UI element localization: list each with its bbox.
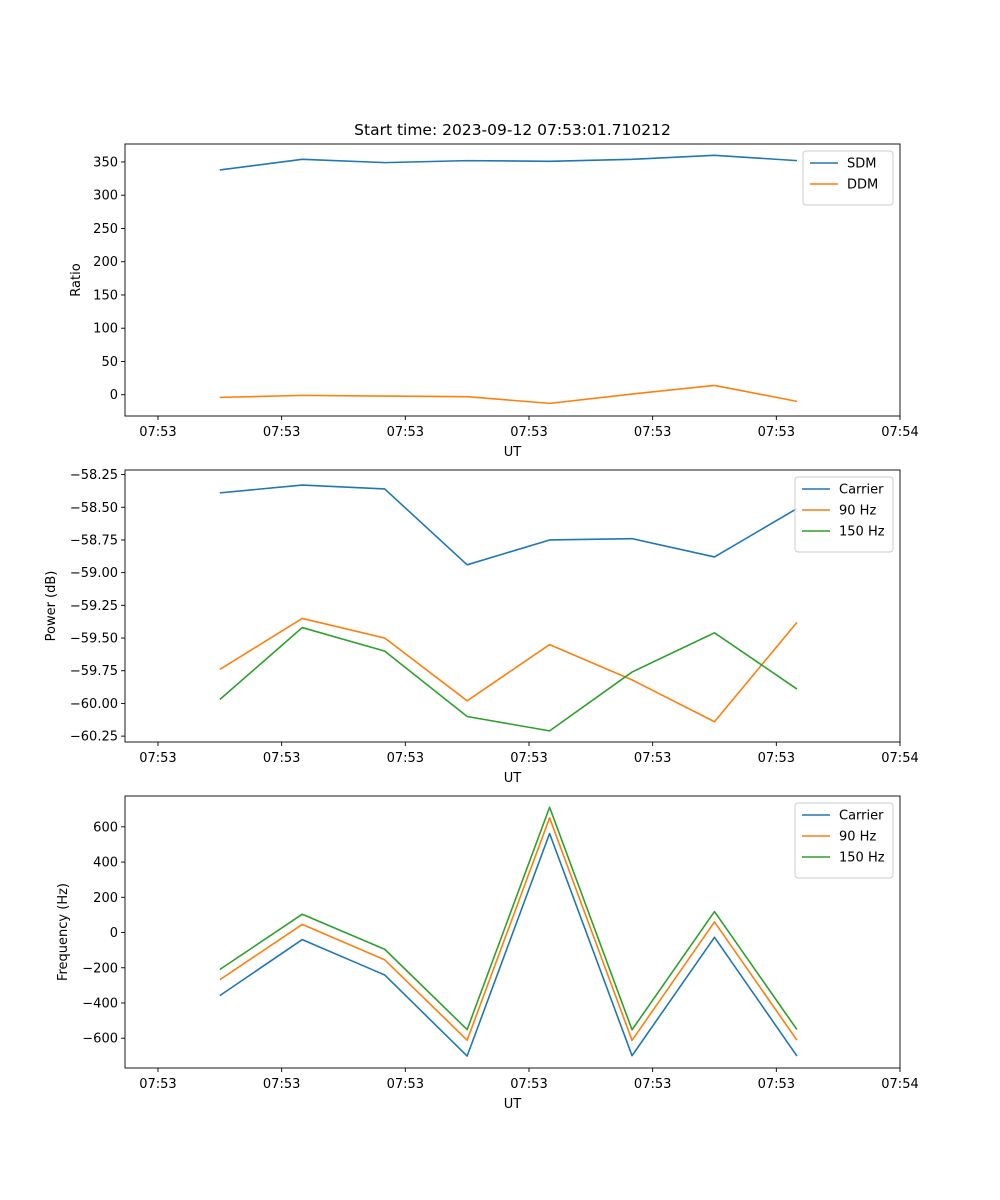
- x-tick-label: 07:54: [881, 1077, 918, 1092]
- y-tick-label: 0: [110, 388, 118, 403]
- x-axis-label: UT: [504, 1097, 522, 1112]
- x-axis-label: UT: [504, 771, 522, 786]
- x-tick-label: 07:53: [758, 1077, 795, 1092]
- x-tick-label: 07:53: [139, 751, 176, 766]
- y-tick-label: 0: [110, 926, 118, 941]
- legend-entry: 90 Hz: [839, 504, 876, 519]
- legend-entry: DDM: [847, 178, 878, 193]
- y-tick-label: −60.00: [70, 697, 118, 712]
- y-axis-label: Ratio: [69, 263, 84, 296]
- legend-entry: 150 Hz: [839, 851, 885, 866]
- y-axis-label: Power (dB): [44, 571, 59, 642]
- x-tick-label: 07:53: [139, 1077, 176, 1092]
- x-tick-label: 07:53: [387, 751, 424, 766]
- series-line-90-hz: [219, 817, 798, 1042]
- y-tick-label: 150: [93, 288, 118, 303]
- legend-box: [794, 476, 894, 553]
- axes-frame: [124, 143, 901, 417]
- y-tick-label: 50: [101, 355, 118, 370]
- legend: Carrier 90 Hz 150 Hz: [794, 802, 894, 879]
- series-line-90-hz: [219, 617, 798, 723]
- y-tick-label: −59.00: [70, 566, 118, 581]
- y-tick-label: −59.25: [70, 599, 118, 614]
- series-line-150-hz: [219, 626, 798, 732]
- x-tick-label: 07:54: [881, 425, 918, 440]
- power-subplot: 07:53 07:53 07:53 07:53 07:53 07:53 07:54 −58.2…: [44, 468, 919, 786]
- y-tick-label: −400: [82, 996, 118, 1011]
- x-tick-label: 07:53: [263, 751, 300, 766]
- x-tick-label: 07:53: [758, 425, 795, 440]
- legend-entry: Carrier: [839, 483, 884, 498]
- series-line-ddm: [219, 384, 798, 405]
- y-tick-label: −59.75: [70, 664, 118, 679]
- x-tick-label: 07:53: [139, 425, 176, 440]
- y-tick-label: 100: [93, 322, 118, 337]
- axes-frame: [124, 795, 901, 1069]
- legend-entry: Carrier: [839, 809, 884, 824]
- chart-title: Start time: 2023-09-12 07:53:01.710212: [354, 121, 671, 139]
- y-tick-label: −59.50: [70, 632, 118, 647]
- x-tick-label: 07:53: [387, 425, 424, 440]
- legend-box: [802, 150, 894, 206]
- y-tick-label: −58.50: [70, 501, 118, 516]
- x-tick-label: 07:53: [510, 1077, 547, 1092]
- x-tick-label: 07:53: [263, 1077, 300, 1092]
- x-tick-label: 07:54: [881, 751, 918, 766]
- x-tick-label: 07:53: [634, 1077, 671, 1092]
- y-tick-label: −600: [82, 1032, 118, 1047]
- y-tick-label: −58.75: [70, 533, 118, 548]
- legend-box: [794, 802, 894, 879]
- y-tick-label: 400: [93, 856, 118, 871]
- y-tick-label: 200: [93, 255, 118, 270]
- legend-entry: 150 Hz: [839, 525, 885, 540]
- axes-frame: [124, 469, 901, 743]
- y-tick-label: 300: [93, 189, 118, 204]
- y-tick-label: 250: [93, 222, 118, 237]
- y-tick-label: −60.25: [70, 730, 118, 745]
- x-tick-label: 07:53: [387, 1077, 424, 1092]
- legend-entry: SDM: [847, 157, 876, 172]
- x-tick-label: 07:53: [634, 425, 671, 440]
- y-axis-label: Frequency (Hz): [56, 883, 71, 981]
- y-tick-label: 350: [93, 155, 118, 170]
- y-tick-label: −200: [82, 961, 118, 976]
- y-tick-label: 200: [93, 891, 118, 906]
- series-line-150-hz: [219, 806, 798, 1031]
- legend: Carrier 90 Hz 150 Hz: [794, 476, 894, 553]
- x-tick-label: 07:53: [758, 751, 795, 766]
- series-line-carrier: [219, 832, 798, 1057]
- y-tick-label: −58.25: [70, 468, 118, 483]
- frequency-subplot: 07:53 07:53 07:53 07:53 07:53 07:53 07:54 600 40…: [56, 795, 919, 1112]
- series-line-sdm: [219, 154, 797, 171]
- x-tick-label: 07:53: [634, 751, 671, 766]
- ratio-subplot: Start time: 2023-09-12 07:53:01.710212 07…: [69, 121, 919, 460]
- x-tick-label: 07:53: [263, 425, 300, 440]
- legend-entry: 90 Hz: [839, 830, 876, 845]
- series-line-carrier: [219, 484, 798, 566]
- legend: SDM DDM: [802, 150, 894, 206]
- y-tick-label: 600: [93, 820, 118, 835]
- x-tick-label: 07:53: [510, 425, 547, 440]
- x-axis-label: UT: [504, 445, 522, 460]
- x-tick-label: 07:53: [510, 751, 547, 766]
